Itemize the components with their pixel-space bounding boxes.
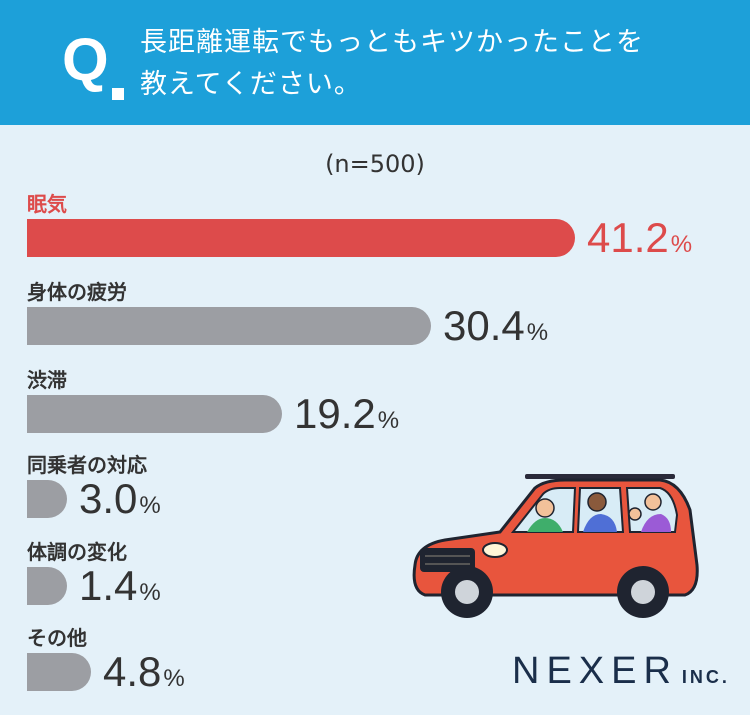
question-line-1: 長距離運転でもっともキツかったことを bbox=[140, 27, 644, 58]
category-label: 同乗者の対応 bbox=[27, 453, 147, 477]
bar bbox=[27, 567, 67, 605]
category-label: 渋滞 bbox=[27, 368, 67, 392]
value-number: 19.2 bbox=[294, 390, 376, 437]
value-label: 41.2% bbox=[587, 216, 692, 267]
category-label: 眠気 bbox=[27, 192, 67, 216]
value-number: 30.4 bbox=[443, 302, 525, 349]
percent-sign: % bbox=[139, 579, 161, 606]
question-line-2: 教えてください。 bbox=[140, 69, 362, 100]
percent-sign: % bbox=[670, 231, 693, 258]
value-number: 4.8 bbox=[103, 648, 162, 695]
question-text: 長距離運転でもっともキツかったことを 教えてください。 bbox=[140, 22, 720, 106]
question-mark: Q bbox=[62, 26, 109, 93]
percent-sign: % bbox=[139, 492, 161, 519]
percent-sign: % bbox=[526, 319, 549, 346]
value-label: 4.8% bbox=[103, 650, 185, 701]
logo-wordmark: NEXER bbox=[512, 650, 678, 692]
nexer-logo: NEXER INC. bbox=[512, 650, 730, 693]
bar bbox=[27, 395, 282, 433]
value-label: 3.0% bbox=[79, 477, 161, 528]
bar bbox=[27, 480, 67, 518]
category-label: 体調の変化 bbox=[27, 540, 127, 564]
bar bbox=[27, 307, 431, 345]
question-dot bbox=[112, 88, 124, 100]
bar bbox=[27, 653, 91, 691]
car-illustration bbox=[412, 474, 699, 618]
bar bbox=[27, 219, 575, 257]
value-number: 3.0 bbox=[79, 475, 138, 522]
sample-size-note: (n=500) bbox=[325, 150, 425, 178]
category-label: 身体の疲労 bbox=[27, 280, 127, 304]
percent-sign: % bbox=[163, 665, 185, 692]
value-label: 19.2% bbox=[294, 392, 399, 443]
value-label: 1.4% bbox=[79, 564, 161, 615]
logo-suffix: INC. bbox=[681, 667, 730, 687]
value-number: 41.2 bbox=[587, 214, 669, 261]
percent-sign: % bbox=[377, 407, 400, 434]
value-label: 30.4% bbox=[443, 304, 548, 355]
question-header: Q 長距離運転でもっともキツかったことを 教えてください。 bbox=[0, 0, 750, 125]
category-label: その他 bbox=[27, 626, 87, 650]
value-number: 1.4 bbox=[79, 562, 138, 609]
